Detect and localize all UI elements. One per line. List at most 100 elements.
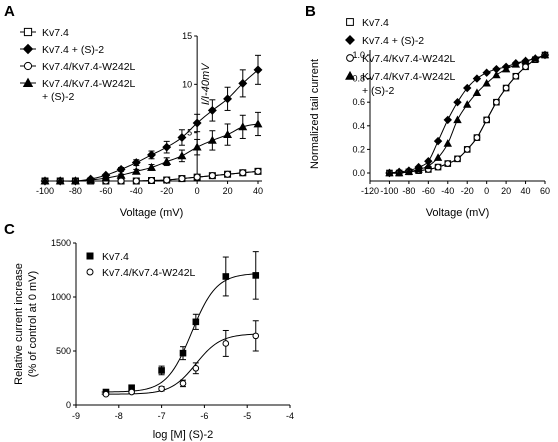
data-point (482, 78, 491, 87)
data-point (254, 167, 262, 175)
data-point (147, 150, 156, 160)
data-point (434, 163, 442, 171)
legend-marker (86, 268, 94, 276)
data-point (433, 136, 443, 146)
legend-item-label-cont: + (S)-2 (362, 85, 395, 97)
data-point (116, 170, 126, 179)
legend-item-label: Kv7.4/Kv7.4-W242L (102, 267, 196, 279)
x-tick-label: 60 (540, 186, 550, 196)
legend-marker (345, 70, 355, 80)
legend-marker (86, 252, 94, 260)
data-point (433, 153, 443, 161)
legend-item-label: Kv7.4 (362, 17, 389, 29)
data-point (177, 151, 187, 160)
data-point (86, 175, 96, 184)
data-point (482, 68, 491, 77)
legend-item-label: Kv7.4/Kv7.4-W242L (362, 53, 456, 65)
x-tick-label: 20 (501, 186, 511, 196)
data-point (162, 142, 172, 152)
data-point (443, 139, 452, 147)
x-tick-label: -5 (243, 411, 251, 421)
data-point (158, 367, 165, 374)
legend-item-label: Kv7.4/Kv7.4-W242L (362, 71, 456, 83)
data-point (463, 146, 471, 153)
data-point (472, 74, 482, 83)
data-point (131, 166, 141, 175)
chart-c: -9 -8 -7 -6 -5 -4 0 500 1000 1500 log [M] (S)-2 Rel… (13, 238, 294, 441)
series-1 (40, 54, 263, 186)
data-point (502, 84, 510, 92)
data-point (207, 135, 217, 144)
data-point (522, 63, 529, 71)
x-tick-label: -80 (402, 186, 415, 196)
data-point (70, 176, 80, 185)
data-point (238, 78, 248, 88)
legend-marker (345, 35, 355, 45)
legend-item-marker (22, 43, 34, 55)
data-point (55, 176, 65, 185)
x-tick-label: 40 (253, 186, 263, 196)
legend-a: Kv7.4 Kv7.4 + (S)-2 Kv7.4/Kv7.4-W242L Kv7.4… (20, 27, 136, 103)
x-tick-label: -100 (36, 186, 54, 196)
data-point (162, 157, 172, 166)
legend-b: Kv7.4 Kv7.4 + (S)-2 Kv7.4/Kv7.4-W242L Kv7.4… (345, 17, 456, 97)
x-tick-label: -8 (115, 411, 123, 421)
y-tick-label: 1000 (51, 292, 71, 302)
legend-item-label: Kv7.4 + (S)-2 (42, 44, 104, 56)
data-point (540, 50, 550, 59)
y-tick-label: 500 (56, 346, 71, 356)
y-tick-label: 0.2 (352, 144, 365, 154)
legend-item-label: Kv7.4 (102, 251, 129, 263)
data-point (253, 65, 263, 75)
data-point (511, 60, 521, 68)
y-tick-label: 5 (187, 128, 192, 138)
y-tick-label: 0.8 (352, 74, 365, 84)
data-point (193, 173, 201, 181)
series-3 (40, 111, 263, 185)
x-tick-label: -120 (361, 186, 379, 196)
x-tick-label: -6 (200, 411, 208, 421)
data-point (414, 165, 423, 173)
data-point (463, 83, 472, 93)
legend-item-label: Kv7.4 + (S)-2 (362, 35, 424, 47)
panel-label-c: C (4, 221, 15, 238)
data-point (132, 177, 140, 185)
data-point (444, 160, 452, 167)
data-point (131, 158, 141, 168)
x-tick-label: 0 (195, 186, 200, 196)
x-tick-label: -4 (286, 411, 294, 421)
y-tick-label: 1.0 (352, 50, 365, 60)
data-point (222, 340, 230, 347)
fit-curve (101, 333, 258, 395)
x-tick-label: -7 (158, 411, 166, 421)
legend-item-label: Kv7.4 (42, 27, 69, 39)
data-point (531, 54, 540, 62)
data-point (148, 177, 155, 185)
x-axis-label: Voltage (mV) (426, 207, 490, 219)
x-tick-label: -40 (130, 186, 143, 196)
panel-label-b: B (305, 3, 316, 20)
legend-item-marker (23, 61, 33, 71)
data-point (443, 115, 452, 125)
y-tick-label: 0 (66, 400, 71, 410)
y-axis-label: I/I-40mV (200, 62, 212, 105)
x-tick-label: 40 (521, 186, 531, 196)
legend-item-marker (22, 77, 34, 87)
legend-item-label-cont: + (S)-2 (42, 91, 75, 103)
data-point (252, 272, 260, 279)
x-axis-label: log [M] (S)-2 (153, 429, 214, 441)
data-point (208, 172, 216, 180)
data-point (404, 167, 414, 176)
data-point (521, 56, 530, 65)
data-point (179, 380, 187, 387)
data-point (492, 70, 501, 79)
data-point (192, 118, 202, 128)
data-point (101, 173, 111, 182)
data-point (158, 385, 165, 393)
data-point (493, 98, 500, 106)
data-point (424, 161, 433, 170)
data-point (224, 170, 232, 178)
data-point (147, 162, 156, 171)
data-point (222, 273, 230, 280)
y-axis-label: Normalized tail current (309, 59, 321, 169)
